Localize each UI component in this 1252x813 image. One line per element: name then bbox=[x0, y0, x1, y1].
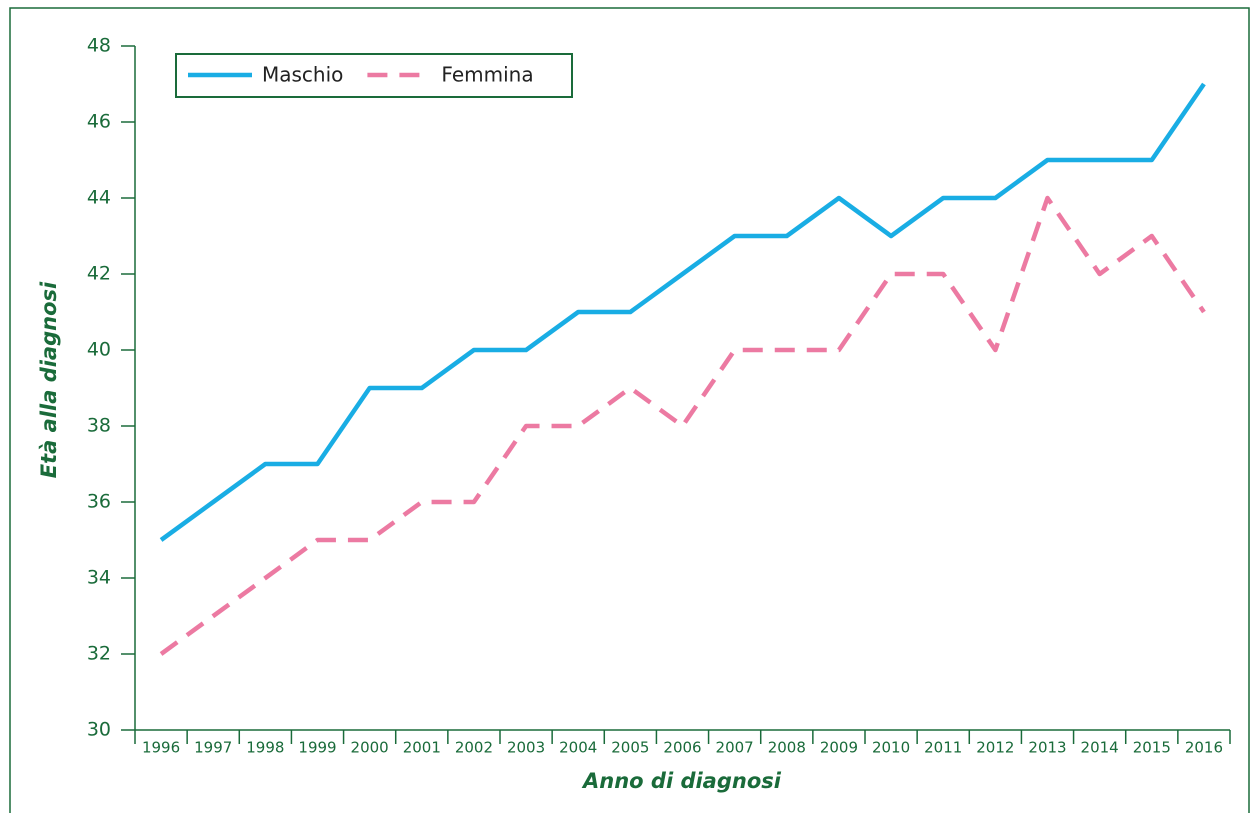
x-tick-label: 2013 bbox=[1028, 739, 1066, 757]
y-tick-label: 36 bbox=[87, 491, 111, 513]
y-tick-label: 40 bbox=[87, 339, 111, 361]
x-axis-title: Anno di diagnosi bbox=[581, 769, 782, 793]
y-tick-label: 46 bbox=[87, 111, 111, 133]
x-tick-label: 2007 bbox=[716, 739, 754, 757]
x-tick-label: 2016 bbox=[1185, 739, 1223, 757]
legend-label: Maschio bbox=[262, 63, 343, 87]
x-tick-label: 2003 bbox=[507, 739, 545, 757]
y-tick-label: 30 bbox=[87, 719, 111, 741]
x-tick-label: 2002 bbox=[455, 739, 493, 757]
x-tick-label: 2010 bbox=[872, 739, 910, 757]
x-tick-label: 1996 bbox=[142, 739, 180, 757]
x-tick-label: 1999 bbox=[298, 739, 336, 757]
series-line bbox=[159, 82, 1206, 542]
x-tick-label: 2009 bbox=[820, 739, 858, 757]
y-tick-label: 48 bbox=[87, 35, 111, 57]
x-tick-label: 2001 bbox=[403, 739, 441, 757]
frame bbox=[9, 7, 1250, 813]
x-tick-label: 2011 bbox=[924, 739, 962, 757]
x-tick-label: 2000 bbox=[351, 739, 389, 757]
y-tick-label: 34 bbox=[87, 567, 111, 589]
y-tick-label: 38 bbox=[87, 415, 111, 437]
y-tick-label: 44 bbox=[87, 187, 111, 209]
x-tick-label: 2014 bbox=[1081, 739, 1119, 757]
x-tick-label: 2015 bbox=[1133, 739, 1171, 757]
x-tick-label: 2012 bbox=[976, 739, 1014, 757]
y-tick-label: 42 bbox=[87, 263, 111, 285]
x-tick-label: 1997 bbox=[194, 739, 232, 757]
x-tick-label: 2004 bbox=[559, 739, 597, 757]
y-axis-title: Età alla diagnosi bbox=[37, 281, 61, 478]
x-tick-label: 2006 bbox=[663, 739, 701, 757]
legend-label: Femmina bbox=[441, 63, 533, 87]
x-tick-label: 2008 bbox=[768, 739, 806, 757]
x-tick-label: 2005 bbox=[611, 739, 649, 757]
x-tick-label: 1998 bbox=[246, 739, 284, 757]
series-line bbox=[159, 195, 1206, 656]
y-tick-label: 32 bbox=[87, 643, 111, 665]
